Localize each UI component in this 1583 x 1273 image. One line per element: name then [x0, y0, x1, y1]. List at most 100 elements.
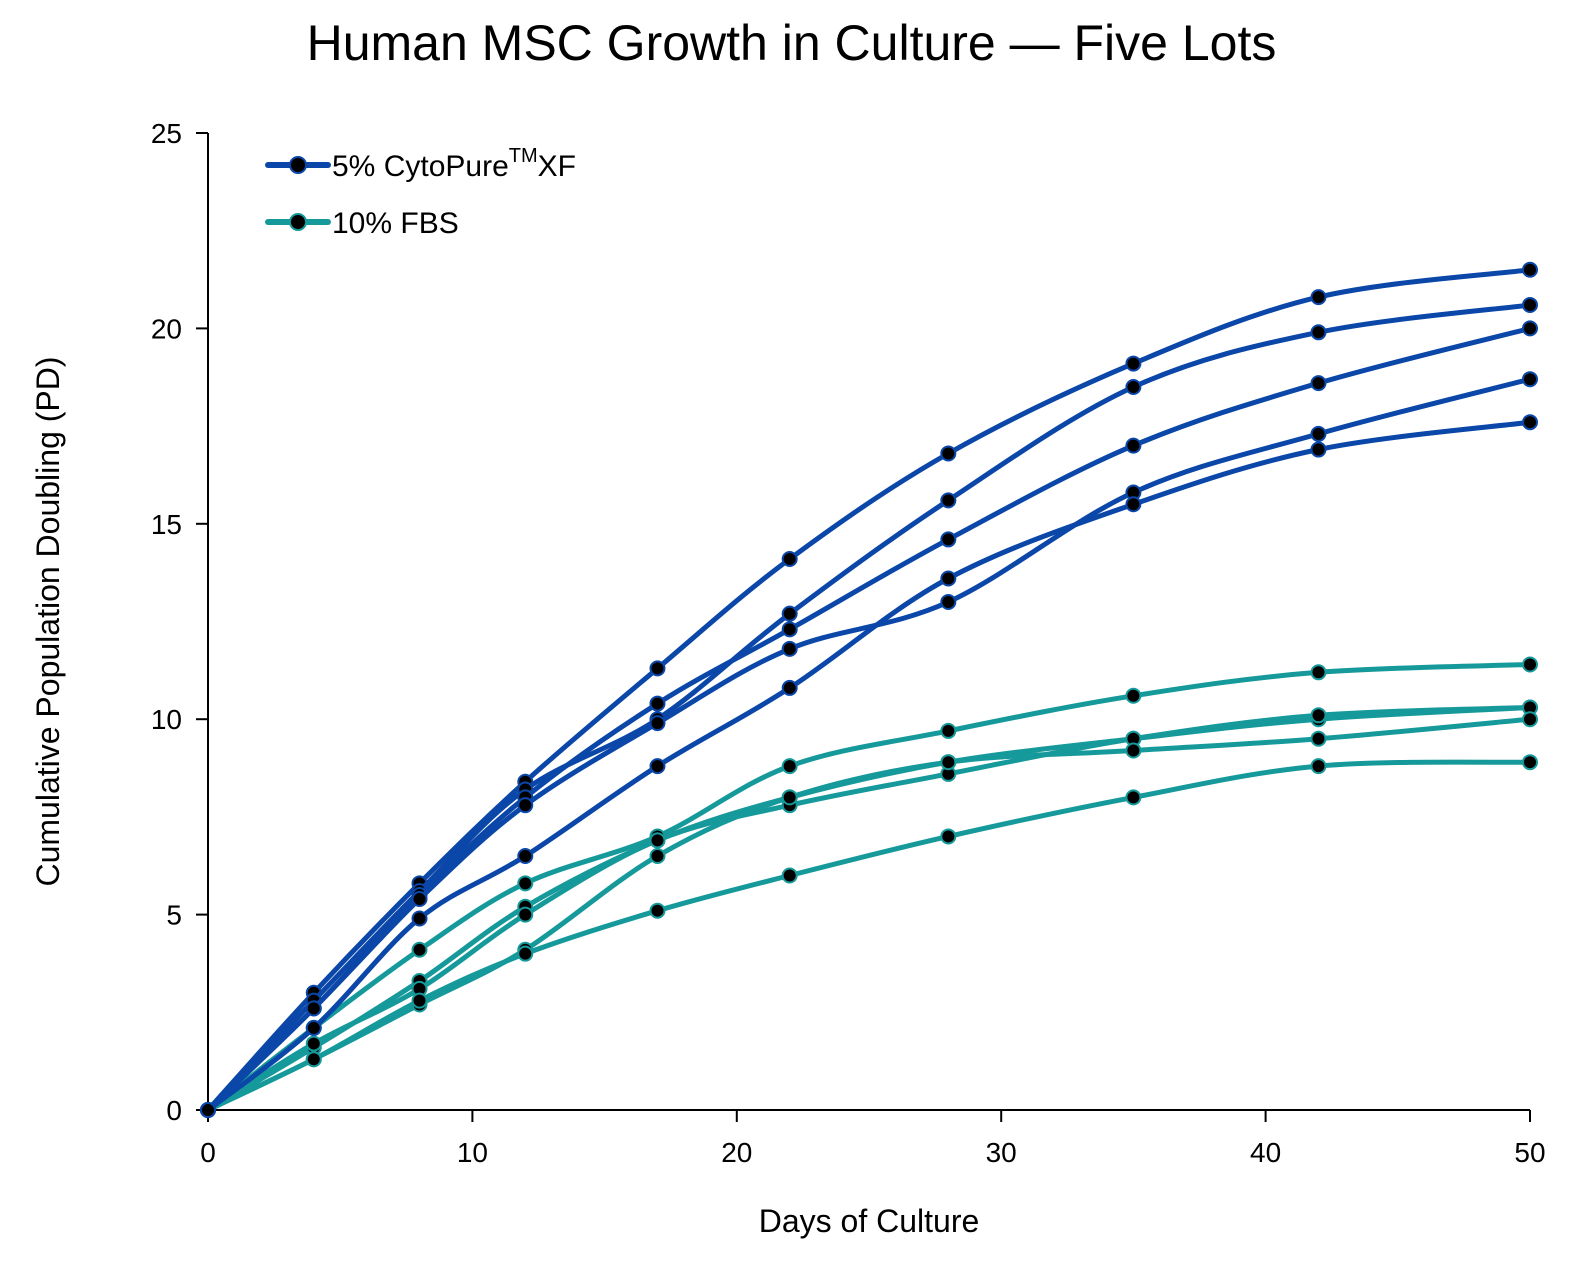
- y-axis-title: Cumulative Population Doubling (PD): [30, 356, 66, 886]
- series-line: [205, 662, 1533, 1113]
- data-point: [1522, 754, 1538, 771]
- data-point: [649, 902, 666, 919]
- data-point: [940, 828, 957, 845]
- legend-label-main: 5% CytoPure: [332, 150, 509, 183]
- data-point: [517, 906, 534, 923]
- data-point: [781, 867, 798, 884]
- data-point: [649, 715, 666, 732]
- data-point: [940, 570, 957, 587]
- series-layer: [200, 261, 1538, 1118]
- data-point: [305, 1035, 322, 1052]
- data-point: [1522, 320, 1538, 337]
- x-tick-label: 30: [986, 1137, 1017, 1168]
- series-fbs-8: [200, 699, 1538, 1118]
- data-point: [411, 992, 428, 1009]
- data-point: [649, 832, 666, 849]
- data-point: [940, 722, 957, 739]
- chart-title: Human MSC Growth in Culture — Five Lots: [306, 15, 1277, 71]
- data-point: [1125, 355, 1142, 372]
- data-point: [305, 1019, 322, 1036]
- data-point: [1310, 758, 1327, 775]
- data-point: [517, 945, 534, 962]
- data-point: [649, 847, 666, 864]
- data-point: [940, 492, 957, 509]
- series-xf-5: [200, 414, 1538, 1118]
- y-tick-label: 10: [151, 704, 182, 735]
- data-point: [200, 1102, 216, 1118]
- legend-label-tail: XF: [538, 150, 576, 183]
- data-point: [1125, 496, 1142, 513]
- data-point: [1522, 296, 1538, 313]
- data-point: [940, 445, 957, 462]
- data-point: [781, 621, 798, 638]
- y-tick-label: 15: [151, 509, 182, 540]
- legend-swatch-marker: [289, 213, 307, 231]
- data-point: [411, 890, 428, 907]
- series-line: [205, 759, 1533, 1113]
- y-tick-label: 0: [166, 1095, 182, 1126]
- series-line: [205, 267, 1533, 1113]
- series-line: [205, 716, 1533, 1113]
- data-point: [781, 789, 798, 806]
- data-point: [781, 550, 798, 567]
- data-point: [1125, 789, 1142, 806]
- series-fbs-6: [200, 656, 1538, 1118]
- data-point: [649, 660, 666, 677]
- data-point: [1310, 375, 1327, 392]
- legend-entry-fbs: 10% FBS: [265, 207, 459, 240]
- data-point: [517, 797, 534, 814]
- data-point: [781, 679, 798, 696]
- data-point: [649, 695, 666, 712]
- data-point: [1310, 289, 1327, 306]
- legend-label: 5% CytoPureTMXF: [332, 145, 576, 183]
- series-xf-1: [200, 261, 1538, 1118]
- series-line: [205, 705, 1533, 1113]
- data-point: [517, 875, 534, 892]
- data-point: [1310, 730, 1327, 747]
- legend-entry-xf: 5% CytoPureTMXF: [265, 145, 576, 183]
- data-point: [1310, 707, 1327, 724]
- x-tick-label: 40: [1250, 1137, 1281, 1168]
- data-point: [649, 758, 666, 775]
- data-point: [1522, 656, 1538, 673]
- data-point: [411, 941, 428, 958]
- series-line: [205, 419, 1533, 1113]
- y-tick-label: 20: [151, 313, 182, 344]
- legend-label: 10% FBS: [332, 207, 459, 240]
- data-point: [781, 758, 798, 775]
- series-line: [205, 376, 1533, 1113]
- data-point: [940, 593, 957, 610]
- data-point: [1522, 371, 1538, 388]
- data-point: [1522, 414, 1538, 431]
- data-point: [411, 910, 428, 927]
- x-tick-label: 20: [721, 1137, 752, 1168]
- data-point: [781, 605, 798, 622]
- data-point: [1125, 742, 1142, 759]
- y-tick-label: 25: [151, 118, 182, 149]
- x-axis-title: Days of Culture: [759, 1203, 980, 1239]
- data-point: [305, 1000, 322, 1017]
- data-point: [1125, 437, 1142, 454]
- x-tick-label: 50: [1514, 1137, 1545, 1168]
- data-point: [940, 754, 957, 771]
- data-point: [940, 531, 957, 548]
- x-tick-label: 10: [457, 1137, 488, 1168]
- data-point: [1310, 441, 1327, 458]
- y-tick-label: 5: [166, 900, 182, 931]
- data-point: [1310, 324, 1327, 341]
- axes: 0 5 10 15 20 25 0 10 20 30 40 50: [151, 118, 1546, 1168]
- data-point: [1310, 425, 1327, 442]
- x-tick-label: 0: [200, 1137, 216, 1168]
- legend-swatch-marker: [289, 156, 307, 174]
- series-line: [205, 302, 1533, 1113]
- data-point: [1125, 687, 1142, 704]
- data-point: [1310, 664, 1327, 681]
- data-point: [1522, 261, 1538, 278]
- data-point: [1125, 379, 1142, 396]
- data-point: [781, 640, 798, 657]
- legend-label-main: 10% FBS: [332, 207, 459, 240]
- legend: 5% CytoPureTMXF 10% FBS: [265, 145, 576, 240]
- data-point: [1522, 711, 1538, 728]
- legend-label-superscript: TM: [509, 145, 538, 167]
